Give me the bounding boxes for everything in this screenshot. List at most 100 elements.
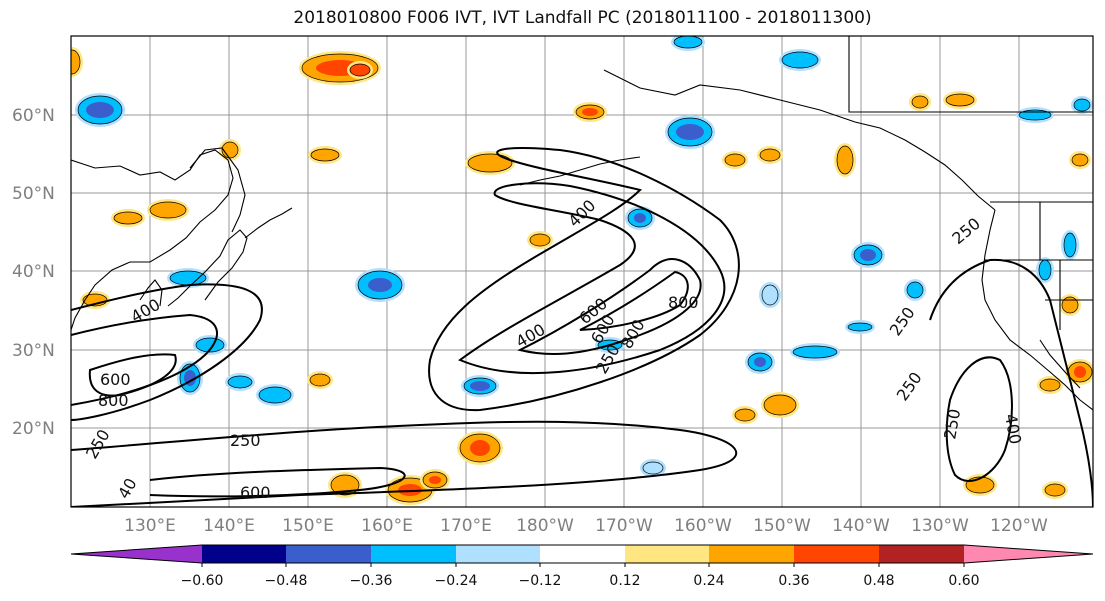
pc-shade-core [398, 484, 422, 496]
ivt-contour-400-east [945, 356, 1013, 482]
pc-shade [221, 141, 239, 159]
pc-shade-core [634, 213, 646, 223]
canada-border [848, 36, 1093, 113]
ivt-contour-400-jet [457, 182, 726, 375]
pc-shade [734, 408, 756, 422]
lat-label: 60°N [12, 106, 55, 126]
colorbar-segment [202, 545, 286, 563]
plot-title: 2018010800 F006 IVT, IVT Landfall PC (20… [293, 8, 872, 28]
pc-shade [309, 373, 331, 387]
pc-shade [763, 394, 797, 416]
ivt-contour-250-west [71, 283, 263, 421]
pc-shade [836, 145, 854, 175]
colorbar-tick-label: 0.36 [778, 573, 809, 589]
pc-shade [911, 95, 929, 109]
colorbar-segment [540, 545, 625, 563]
lat-label: 30°N [12, 341, 55, 361]
colorbar-segment [709, 545, 794, 563]
longitude-labels: 130°E 140°E 150°E 160°E 170°E 180°W 170°… [124, 516, 1048, 536]
ivt-label: 600 [100, 370, 131, 389]
lon-label: 180°W [516, 516, 574, 536]
ivt-contour-600-south [149, 466, 406, 498]
colorbar-tick-label: −0.12 [519, 573, 562, 589]
pc-shade-core [676, 124, 704, 140]
japan-coast [167, 229, 248, 307]
pc-shade-core [860, 249, 876, 261]
pc-shade [847, 322, 873, 332]
lon-label: 140°E [203, 516, 255, 536]
colorbar-tick-label: −0.60 [181, 573, 224, 589]
pc-shade-core [582, 108, 598, 116]
ivt-contour-250-east [929, 258, 1093, 507]
colorbar-tick-label: 0.60 [948, 573, 979, 589]
pc-shade [945, 93, 975, 107]
colorbar-segment [879, 545, 964, 563]
pc-shade [1073, 98, 1091, 112]
pc-shade [724, 153, 746, 167]
pc-shade [349, 63, 371, 77]
lat-label: 40°N [12, 262, 55, 282]
pc-shade [1063, 232, 1077, 258]
pc-shade [169, 270, 207, 286]
pc-shade [1039, 378, 1061, 392]
pc-shade [71, 49, 81, 75]
lon-label: 130°E [124, 516, 176, 536]
map-border [70, 35, 1094, 508]
colorbar-segment [456, 545, 540, 563]
pc-shade [761, 284, 779, 306]
pc-shade [1038, 259, 1052, 281]
pc-shade [1071, 153, 1089, 167]
lon-label: 130°W [911, 516, 969, 536]
colorbar-tick-label: −0.24 [435, 573, 478, 589]
pc-shade [529, 233, 551, 247]
pc-shade [781, 51, 819, 69]
pc-shade [642, 461, 664, 475]
pc-shade [258, 386, 292, 404]
lon-label: 140°W [832, 516, 890, 536]
pc-shade-core [368, 278, 392, 292]
colorbar-tick-label: −0.48 [265, 573, 308, 589]
ivt-contour-600-jet [517, 258, 702, 355]
pc-shade [195, 337, 225, 353]
ivt-contour-250-jet [428, 147, 740, 412]
pc-shade-core [470, 440, 490, 456]
lon-label: 160°W [674, 516, 732, 536]
pc-shade [310, 148, 340, 162]
lat-label: 20°N [12, 419, 55, 439]
colorbar-extend-max [964, 545, 1093, 563]
colorbar-tick-label: 0.24 [693, 573, 724, 589]
colorbar-segment [794, 545, 879, 563]
ivt-label: 800 [668, 293, 699, 312]
ivt-label: 800 [98, 391, 129, 410]
colorbar-tick-label: 0.48 [863, 573, 894, 589]
state-lines [985, 202, 1093, 330]
pc-shade [1044, 483, 1066, 497]
lon-label: 150°W [753, 516, 811, 536]
lon-label: 170°E [440, 516, 492, 536]
colorbar: −0.60 −0.48 −0.36 −0.24 −0.12 0.12 0.24 0.36 0.4… [70, 544, 1094, 589]
ivt-contour-600-west [88, 353, 177, 397]
colorbar-segment [625, 545, 709, 563]
na-west-coast [981, 209, 1093, 411]
ivt-contour-800-jet [579, 270, 689, 331]
colorbar-tick-label: 0.12 [609, 573, 640, 589]
ivt-contours [71, 147, 1093, 507]
pc-shade-core [1074, 366, 1086, 378]
colorbar-segment [286, 545, 371, 563]
lat-label: 50°N [12, 184, 55, 204]
latitude-labels: 60°N 50°N 40°N 30°N 20°N [12, 106, 55, 439]
baja-coast [1039, 339, 1081, 389]
aleutian-chain [519, 156, 641, 186]
pc-shade [467, 153, 513, 173]
kuril-chain [244, 207, 293, 239]
colorbar-extend-min [71, 545, 202, 563]
ivt-label: 600 [240, 483, 271, 502]
landfall-pc-shading [71, 36, 1093, 505]
pc-shade [759, 148, 781, 162]
pc-shade [227, 375, 253, 389]
pc-shade [1061, 296, 1079, 314]
colorbar-tick-label: −0.36 [350, 573, 393, 589]
pc-shade [149, 201, 187, 219]
pc-shade [906, 281, 924, 299]
